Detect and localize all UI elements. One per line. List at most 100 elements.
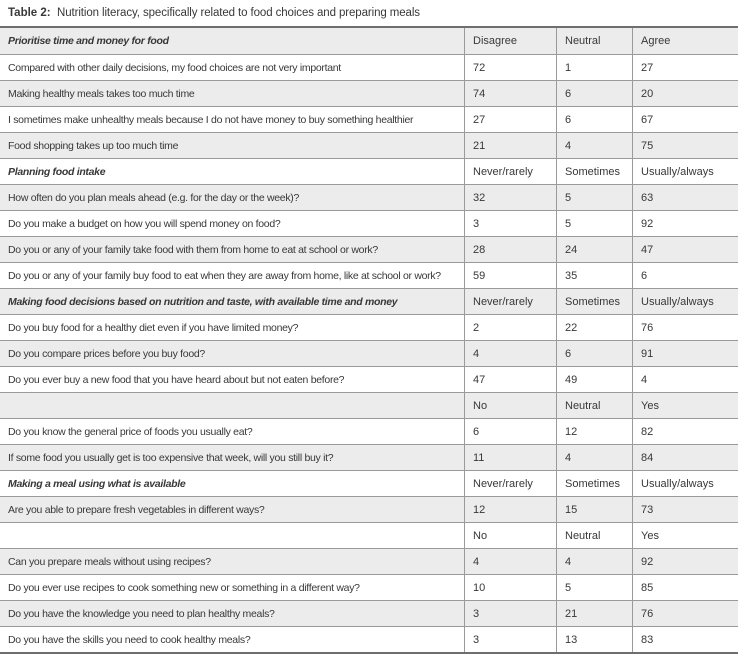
value-cell-2: Neutral [556, 522, 632, 548]
question-cell: Do you or any of your family buy food to… [0, 262, 464, 288]
table-row: Do you make a budget on how you will spe… [0, 210, 738, 236]
value-cell-3: 76 [632, 600, 738, 626]
value-cell-1: 28 [464, 236, 556, 262]
value-cell-2: 49 [556, 366, 632, 392]
question-cell: Prioritise time and money for food [8, 35, 169, 47]
value-cell-2: 4 [556, 548, 632, 574]
value-cell-2: Sometimes [556, 470, 632, 496]
value-cell-3: Usually/always [632, 288, 738, 314]
question-cell: Food shopping takes up too much time [0, 132, 464, 158]
table-row: Do you know the general price of foods y… [0, 418, 738, 444]
value-cell-3: 67 [632, 106, 738, 132]
value-cell-2: 6 [556, 106, 632, 132]
table-row: Planning food intake Never/rarely Someti… [0, 158, 738, 184]
value-cell-1: No [464, 392, 556, 418]
table-row: Do you ever use recipes to cook somethin… [0, 574, 738, 600]
question-cell: Do you compare prices before you buy foo… [0, 340, 464, 366]
value-cell-3: Yes [632, 392, 738, 418]
value-cell-1: 3 [464, 600, 556, 626]
value-cell-3: 75 [632, 132, 738, 158]
value-cell-1: Never/rarely [464, 470, 556, 496]
value-cell-3: 91 [632, 340, 738, 366]
table-row: Do you compare prices before you buy foo… [0, 340, 738, 366]
question-cell: If some food you usually get is too expe… [0, 444, 464, 470]
value-cell-3: 82 [632, 418, 738, 444]
value-cell-1: 21 [464, 132, 556, 158]
value-cell-3: 4 [632, 366, 738, 392]
value-cell-2: 21 [556, 600, 632, 626]
table-row: Do you ever buy a new food that you have… [0, 366, 738, 392]
value-cell-2: 24 [556, 236, 632, 262]
table-row: Making food decisions based on nutrition… [0, 288, 738, 314]
value-cell-1: 47 [464, 366, 556, 392]
question-cell: Do you make a budget on how you will spe… [0, 210, 464, 236]
table-caption-label: Table 2: [8, 7, 51, 19]
value-cell-2: 5 [556, 574, 632, 600]
question-cell: I sometimes make unhealthy meals because… [0, 106, 464, 132]
question-cell: How often do you plan meals ahead (e.g. … [0, 184, 464, 210]
value-cell-1: 59 [464, 262, 556, 288]
table-row: Compared with other daily decisions, my … [0, 54, 738, 80]
value-cell-1: 72 [464, 54, 556, 80]
value-cell-1: 3 [464, 626, 556, 652]
value-cell-3: 20 [632, 80, 738, 106]
question-cell [0, 392, 464, 418]
question-cell: Planning food intake [0, 158, 464, 184]
value-cell-1: 3 [464, 210, 556, 236]
question-cell: Do you ever use recipes to cook somethin… [0, 574, 464, 600]
value-cell-2: Neutral [556, 28, 632, 54]
question-cell: Do you ever buy a new food that you have… [0, 366, 464, 392]
value-cell-1: 74 [464, 80, 556, 106]
question-cell: Are you able to prepare fresh vegetables… [0, 496, 464, 522]
question-cell: Do you know the general price of foods y… [0, 418, 464, 444]
value-cell-1: Disagree [464, 28, 556, 54]
value-cell-1: 2 [464, 314, 556, 340]
table-row: If some food you usually get is too expe… [0, 444, 738, 470]
table-row: No Neutral Yes [0, 522, 738, 548]
value-cell-3: 47 [632, 236, 738, 262]
table-row: Do you or any of your family buy food to… [0, 262, 738, 288]
value-cell-3: Usually/always [632, 158, 738, 184]
value-cell-2: 6 [556, 340, 632, 366]
value-cell-1: 27 [464, 106, 556, 132]
table-row: Can you prepare meals without using reci… [0, 548, 738, 574]
value-cell-3: 73 [632, 496, 738, 522]
value-cell-1: Never/rarely [464, 158, 556, 184]
value-cell-3: 63 [632, 184, 738, 210]
value-cell-3: Yes [632, 522, 738, 548]
table-row: Food shopping takes up too much time 21 … [0, 132, 738, 158]
table-caption: Table 2: Nutrition literacy, specificall… [0, 0, 738, 26]
value-cell-2: 5 [556, 210, 632, 236]
value-cell-2: 22 [556, 314, 632, 340]
question-cell: Making healthy meals takes too much time [0, 80, 464, 106]
value-cell-3: 92 [632, 210, 738, 236]
value-cell-1: 11 [464, 444, 556, 470]
table-row: Do you buy food for a healthy diet even … [0, 314, 738, 340]
question-cell: Compared with other daily decisions, my … [0, 54, 464, 80]
question-cell: Can you prepare meals without using reci… [0, 548, 464, 574]
value-cell-2: Sometimes [556, 288, 632, 314]
value-cell-1: 10 [464, 574, 556, 600]
value-cell-2: 5 [556, 184, 632, 210]
question-cell: Do you or any of your family take food w… [0, 236, 464, 262]
value-cell-1: 4 [464, 340, 556, 366]
table-row: Making a meal using what is available Ne… [0, 470, 738, 496]
value-cell-2: 35 [556, 262, 632, 288]
value-cell-1: 32 [464, 184, 556, 210]
value-cell-2: 4 [556, 132, 632, 158]
table-row: Are you able to prepare fresh vegetables… [0, 496, 738, 522]
value-cell-1: 12 [464, 496, 556, 522]
value-cell-1: 6 [464, 418, 556, 444]
value-cell-1: 4 [464, 548, 556, 574]
table-row: Do you have the knowledge you need to pl… [0, 600, 738, 626]
value-cell-2: 6 [556, 80, 632, 106]
value-cell-2: 13 [556, 626, 632, 652]
value-cell-3: 83 [632, 626, 738, 652]
table-row: I sometimes make unhealthy meals because… [0, 106, 738, 132]
value-cell-3: 84 [632, 444, 738, 470]
question-cell: Do you buy food for a healthy diet even … [0, 314, 464, 340]
value-cell-1: No [464, 522, 556, 548]
question-cell: Making a meal using what is available [0, 470, 464, 496]
table-row: No Neutral Yes [0, 392, 738, 418]
